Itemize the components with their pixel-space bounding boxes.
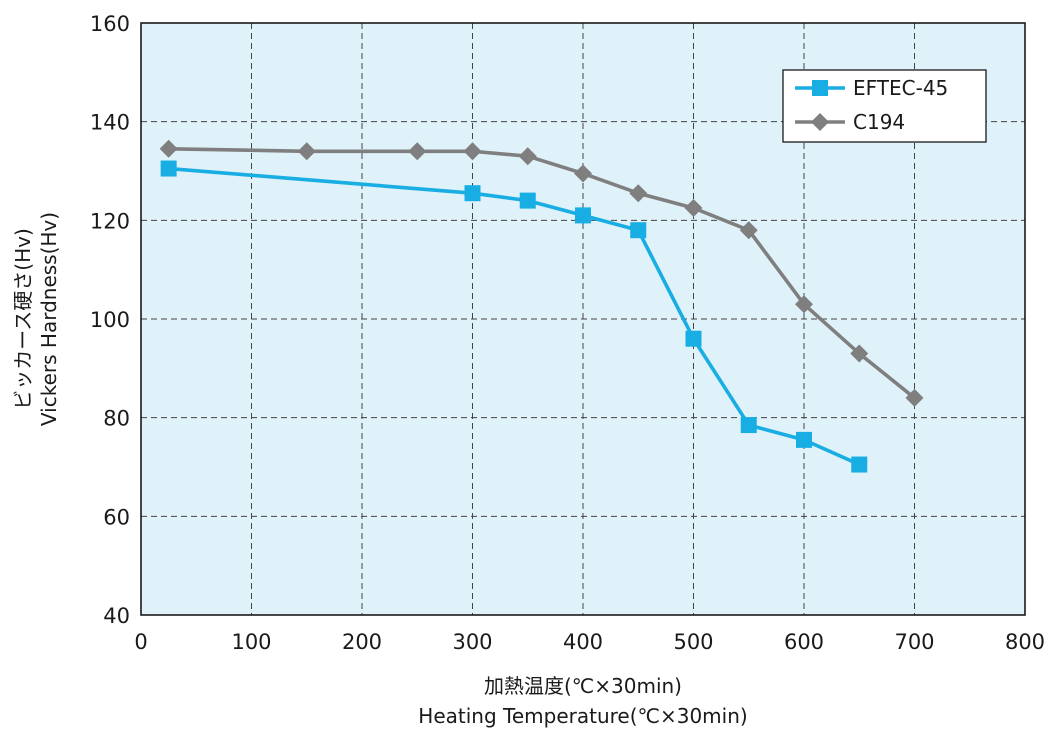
data-point-eftec-45 — [630, 222, 647, 239]
data-point-c194 — [518, 147, 537, 166]
x-tick-label: 100 — [231, 630, 271, 654]
y-tick-label: 160 — [90, 12, 130, 36]
x-axis-tick-labels: 0 100 200 300 400 500 600 700 800 — [134, 630, 1045, 654]
x-tick-label: 800 — [1005, 630, 1045, 654]
x-tick-label: 400 — [563, 630, 603, 654]
data-point-c194 — [463, 142, 482, 161]
data-point-eftec-45 — [519, 192, 536, 209]
y-tick-label: 100 — [90, 308, 130, 332]
data-point-c194 — [629, 184, 648, 203]
y-tick-label: 80 — [103, 407, 130, 431]
data-point-c194 — [850, 344, 869, 363]
x-tick-label: 600 — [784, 630, 824, 654]
data-point-eftec-45 — [160, 160, 177, 177]
data-point-c194 — [684, 199, 703, 217]
x-tick-label: 700 — [894, 630, 934, 654]
data-point-c194 — [297, 142, 316, 161]
data-point-eftec-45 — [851, 456, 868, 473]
legend-marker-eftec-45 — [812, 80, 828, 96]
legend-entries: EFTEC-45 C194 — [795, 76, 948, 134]
y-tick-label: 40 — [103, 604, 130, 628]
data-point-c194 — [574, 164, 592, 183]
x-tick-label: 300 — [452, 630, 492, 654]
legend-item-eftec-45: EFTEC-45 — [795, 76, 948, 100]
legend-label-eftec-45: EFTEC-45 — [853, 76, 948, 100]
legend-item-c194: C194 — [795, 110, 905, 134]
plot-frame — [140, 22, 1026, 616]
y-axis-title-japanese: ビッカース硬さ(Hv) — [11, 228, 35, 409]
series-eftec-45 — [160, 160, 868, 473]
y-axis-title-english: Vickers Hardness(Hv) — [37, 212, 61, 426]
x-tick-label: 0 — [134, 630, 147, 654]
y-tick-label: 120 — [90, 209, 130, 233]
data-point-c194 — [408, 142, 427, 161]
data-point-eftec-45 — [796, 431, 812, 448]
x-tick-label: 200 — [342, 630, 382, 654]
data-point-eftec-45 — [464, 185, 481, 202]
data-point-c194 — [739, 221, 758, 240]
series-layer — [159, 139, 924, 473]
series-line-c194 — [168, 147, 916, 400]
data-point-eftec-45 — [740, 417, 757, 434]
legend-marker-c194 — [811, 113, 829, 131]
x-axis-title-english: Heating Temperature(℃×30min) — [418, 704, 747, 728]
x-tick-label: 500 — [673, 630, 713, 654]
data-point-c194 — [159, 139, 178, 158]
legend: EFTEC-45 C194 — [782, 69, 987, 143]
series-c194 — [159, 139, 924, 407]
x-axis-title-japanese: 加熱温度(℃×30min) — [484, 674, 682, 698]
y-tick-label: 60 — [103, 505, 130, 529]
data-point-c194 — [905, 388, 924, 407]
data-point-c194 — [795, 295, 813, 314]
legend-label-c194: C194 — [853, 110, 905, 134]
data-point-eftec-45 — [685, 330, 702, 347]
data-point-eftec-45 — [575, 207, 591, 224]
y-tick-label: 140 — [90, 111, 130, 135]
y-axis-tick-labels: 40 60 80 100 120 140 160 — [90, 12, 130, 628]
